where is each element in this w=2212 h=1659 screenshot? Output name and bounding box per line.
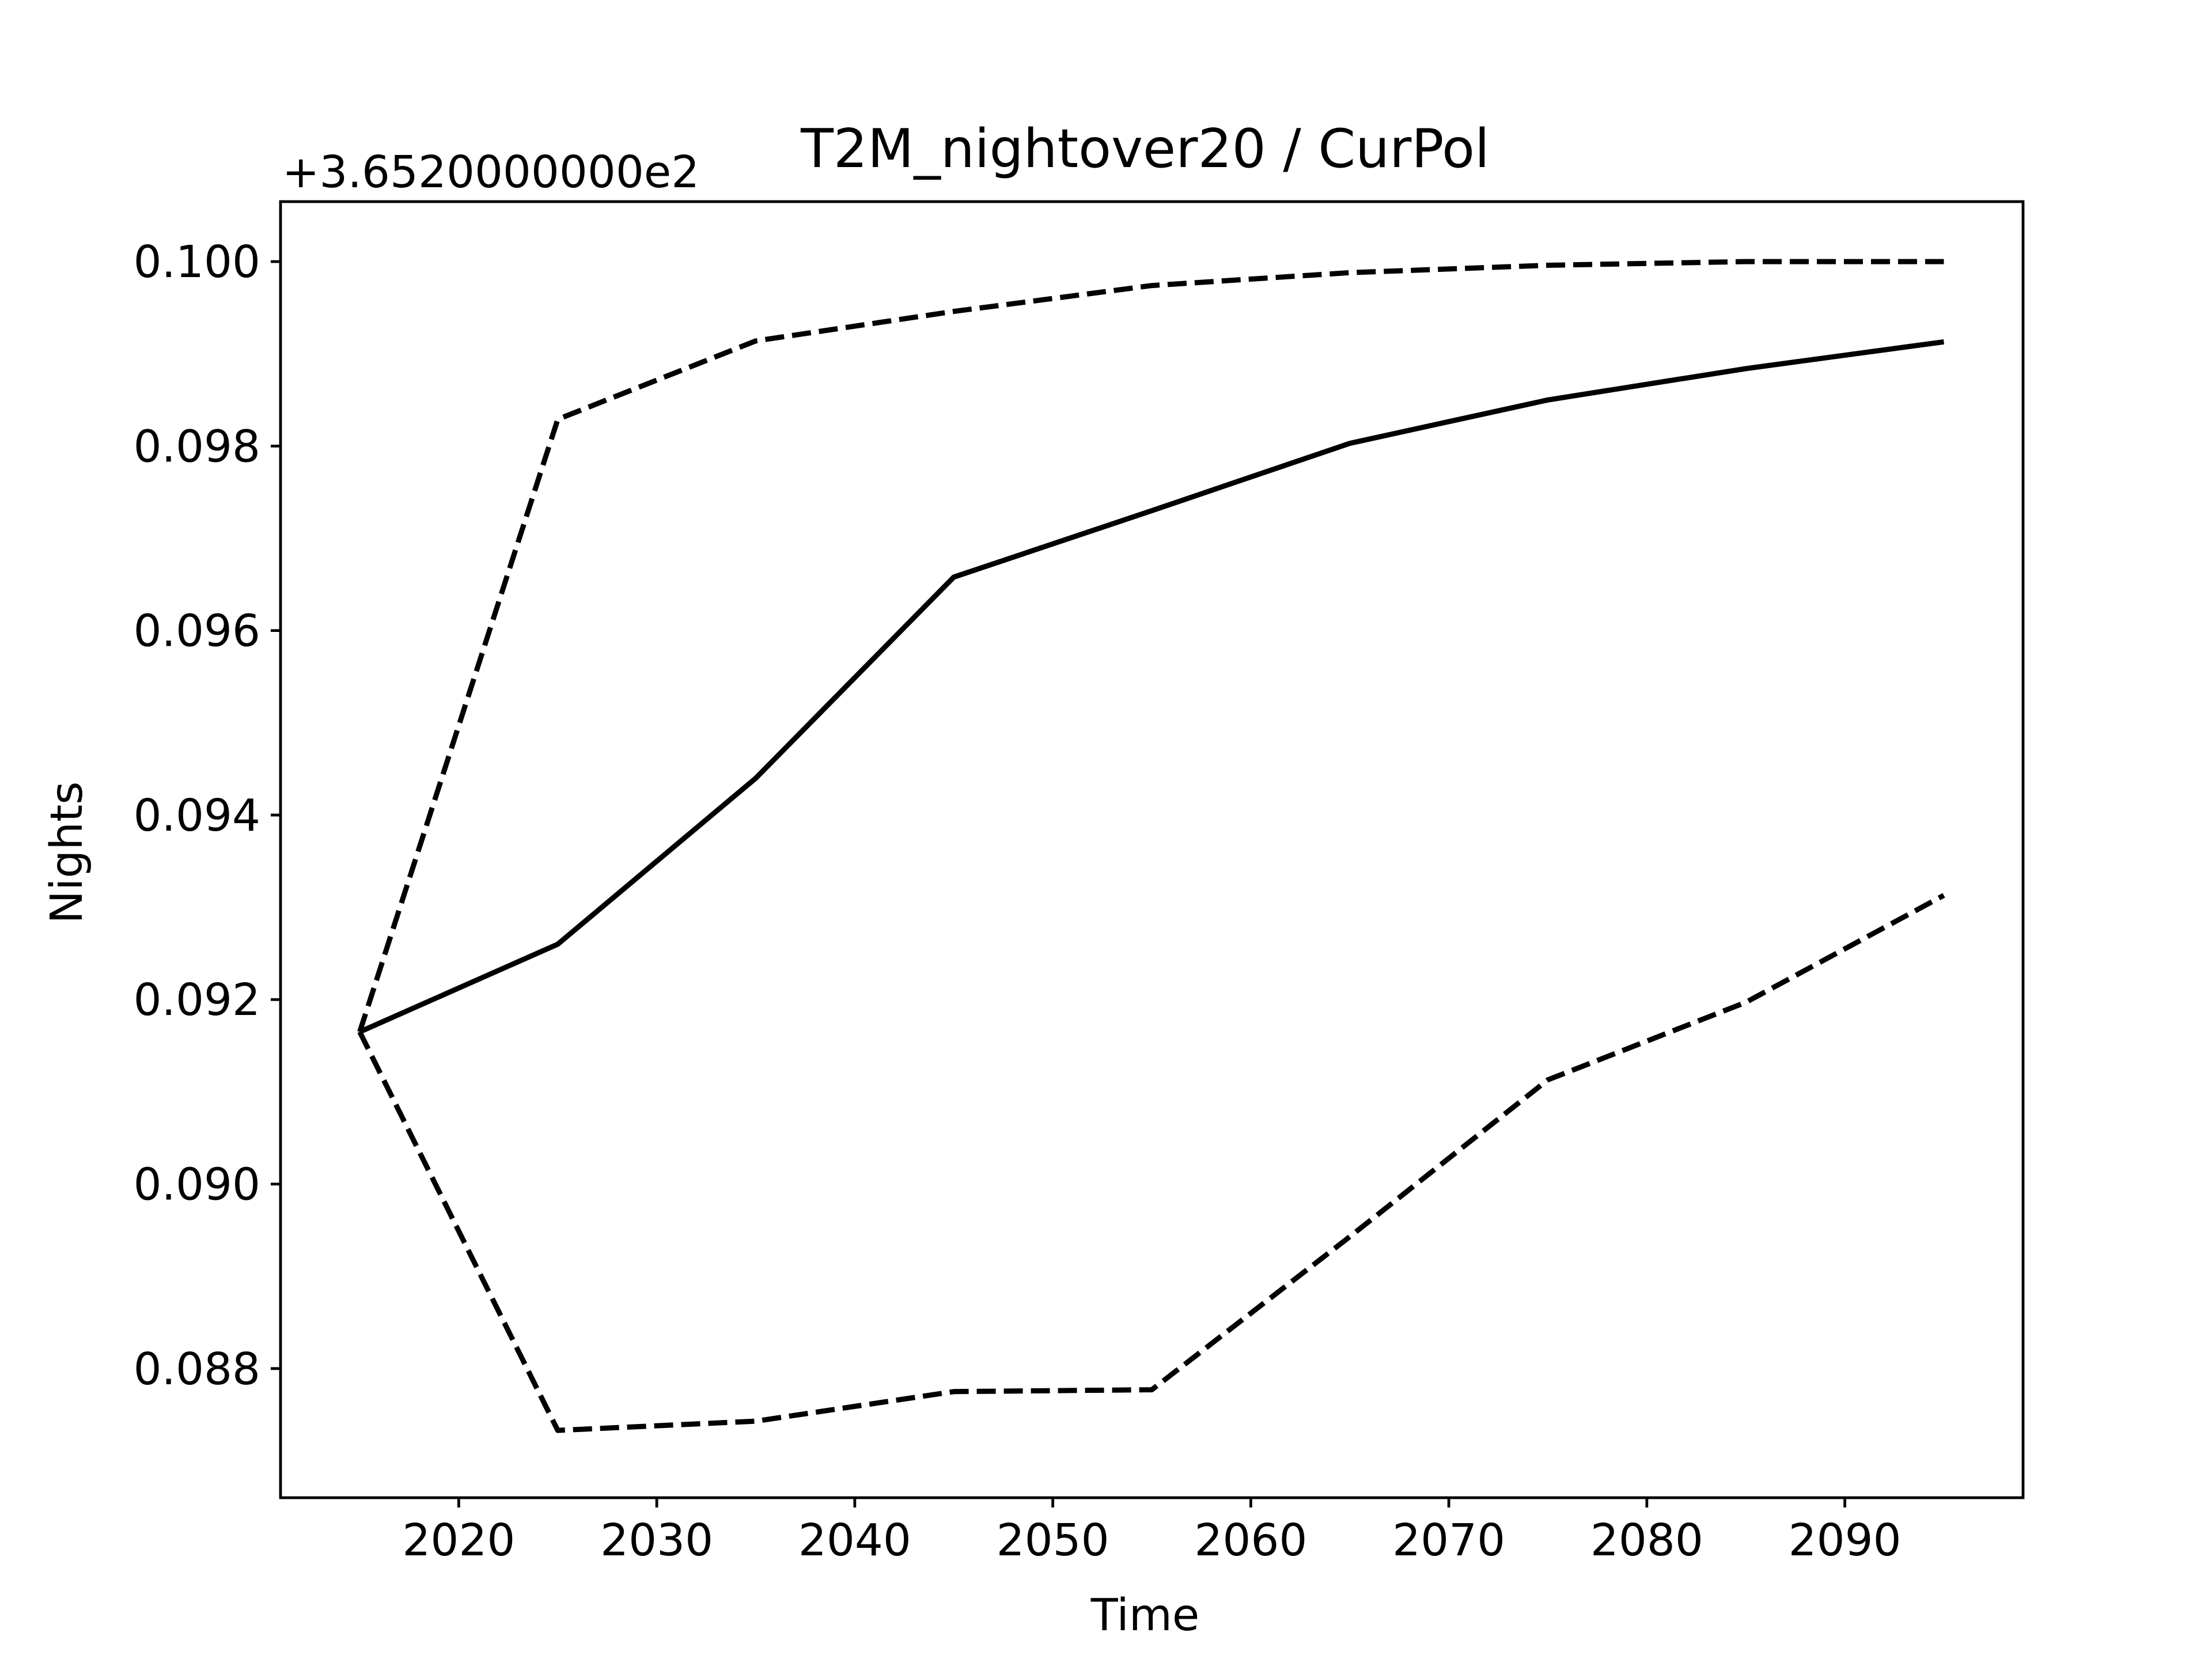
- series-line-2: [357, 259, 1944, 1033]
- x-tick-label: 2040: [798, 1515, 911, 1566]
- y-axis: 0.088 0.090 0.092 0.094 0.096 0.098 0.100: [134, 237, 281, 1395]
- x-tick-label: 2050: [997, 1515, 1109, 1566]
- chart-title: T2M_nightover20 / CurPol: [800, 118, 1490, 180]
- x-tick-label: 2030: [600, 1515, 713, 1566]
- x-tick-label: 2080: [1590, 1515, 1703, 1566]
- y-tick-label: 0.088: [134, 1344, 260, 1395]
- y-tick-label: 0.094: [134, 790, 260, 842]
- y-axis-label: Nights: [41, 782, 93, 924]
- x-axis-label: Time: [1090, 1590, 1199, 1641]
- series-line-1: [358, 339, 1945, 1035]
- y-tick-label: 0.100: [134, 237, 260, 288]
- y-offset-text: +3.6520000000e2: [282, 147, 699, 198]
- x-tick-label: 2070: [1392, 1515, 1505, 1566]
- y-tick-label: 0.092: [134, 975, 260, 1026]
- x-axis: 2020 2030 2040 2050 2060 2070 2080 2090: [402, 1498, 1902, 1566]
- x-tick-label: 2020: [402, 1515, 515, 1566]
- series-layer: [357, 259, 1945, 1433]
- x-tick-label: 2060: [1194, 1515, 1307, 1566]
- x-tick-label: 2090: [1789, 1515, 1902, 1566]
- plot-frame: [279, 200, 2025, 1499]
- y-tick-label: 0.096: [134, 606, 260, 657]
- series-line-3: [357, 893, 1945, 1433]
- y-tick-label: 0.098: [134, 421, 260, 472]
- y-tick-label: 0.090: [134, 1160, 260, 1211]
